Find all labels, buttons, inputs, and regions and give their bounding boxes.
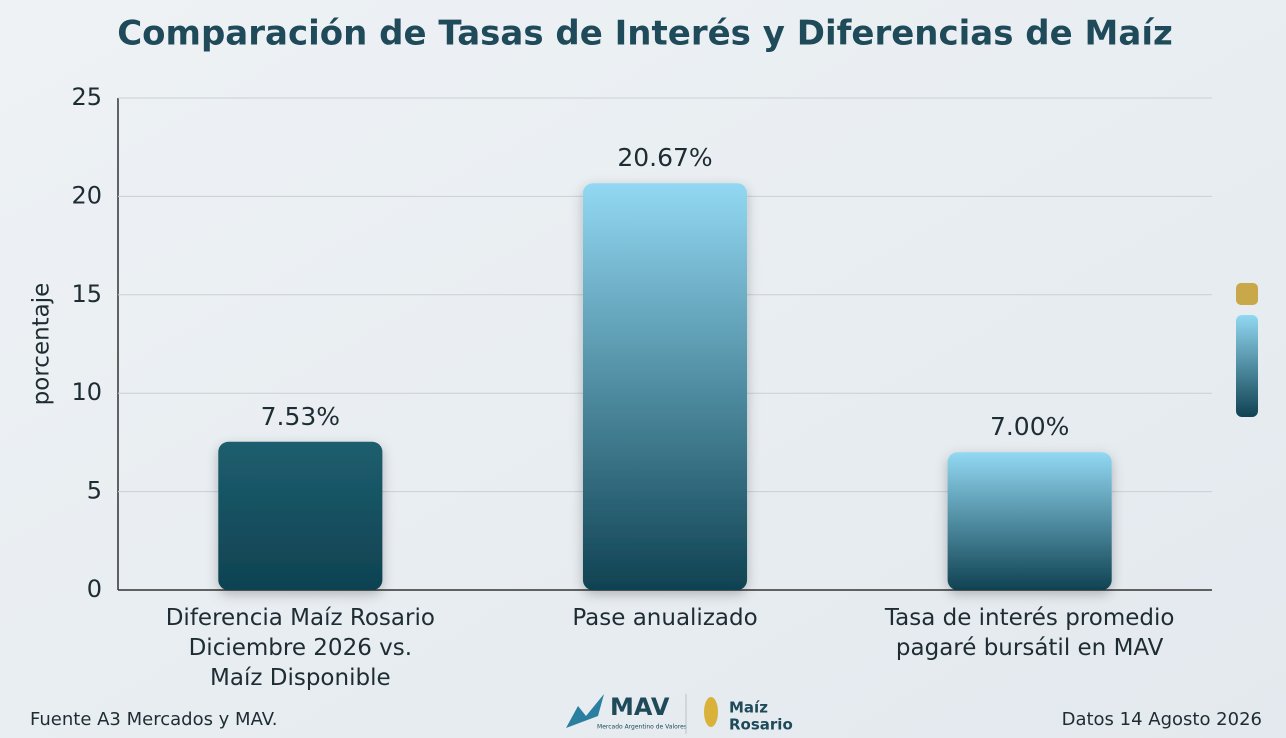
x-tick-label: Tasa de interés promedio pagaré bursátil … bbox=[884, 605, 1175, 661]
bar bbox=[947, 452, 1112, 590]
bar bbox=[218, 441, 383, 590]
y-tick-label: 25 bbox=[71, 83, 102, 111]
maiz-logo: Maíz bbox=[729, 699, 768, 717]
y-tick-label: 10 bbox=[71, 378, 102, 406]
legend-swatch bbox=[1236, 315, 1258, 417]
bar bbox=[582, 183, 748, 590]
y-tick-label: 5 bbox=[87, 477, 102, 505]
chart-title: Comparación de Tasas de Interés y Difere… bbox=[117, 14, 1173, 54]
value-label: 7.53% bbox=[261, 402, 340, 431]
y-tick-label: 15 bbox=[71, 280, 102, 308]
x-tick-label: Diferencia Maíz Rosario Diciembre 2026 vs… bbox=[166, 605, 435, 691]
mav-logo: MAV bbox=[610, 693, 670, 721]
y-axis-label: porcentaje bbox=[29, 283, 55, 406]
legend-swatch bbox=[1236, 283, 1258, 305]
source-note: Fuente A3 Mercados y MAV. bbox=[30, 709, 277, 730]
maiz-logo: Rosario bbox=[729, 716, 793, 734]
x-tick-label: Pase anualizado bbox=[572, 605, 757, 631]
mav-logo-sub: Mercado Argentino de Valores bbox=[597, 724, 687, 731]
value-label: 7.00% bbox=[990, 412, 1069, 441]
mav-logo-icon bbox=[566, 694, 604, 728]
y-tick-label: 0 bbox=[87, 575, 102, 603]
y-tick-label: 20 bbox=[71, 181, 102, 209]
date-note: Datos 14 Agosto 2026 bbox=[1062, 709, 1262, 730]
maiz-logo-icon bbox=[704, 697, 718, 727]
value-label: 20.67% bbox=[617, 143, 712, 172]
